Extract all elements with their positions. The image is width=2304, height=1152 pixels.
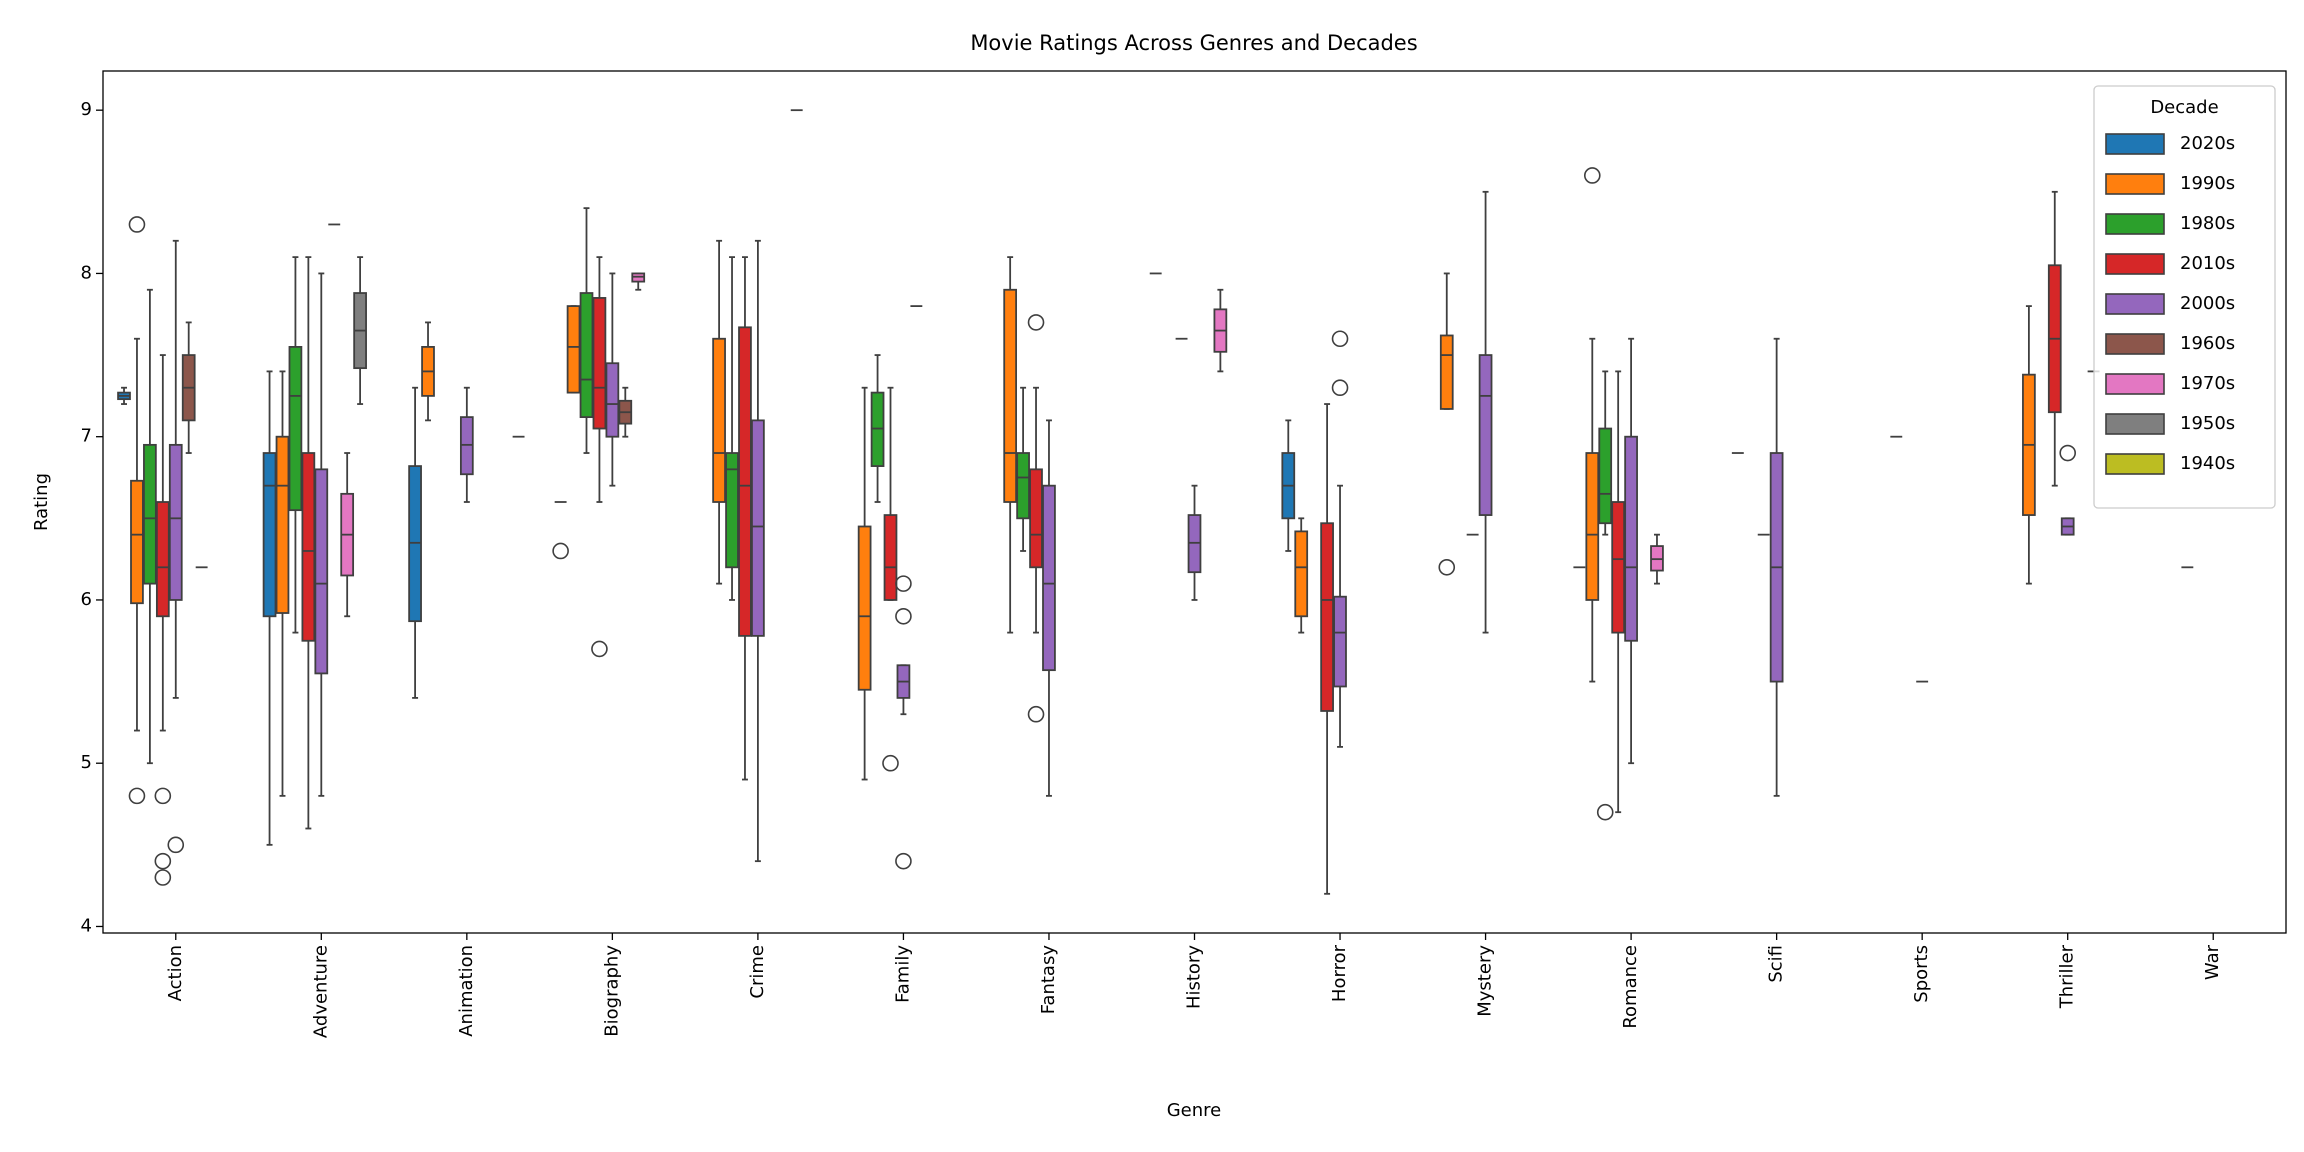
box: [857, 525, 872, 691]
box: [712, 337, 726, 503]
x-tick-label: Scifi: [1766, 945, 1787, 983]
legend-swatch: [2105, 373, 2165, 395]
outlier: [895, 852, 912, 870]
box: [168, 443, 183, 601]
box: [1320, 522, 1334, 712]
box: [1333, 595, 1347, 688]
outlier: [1583, 167, 1601, 184]
box: [262, 452, 277, 618]
legend-swatch: [2105, 413, 2165, 435]
outlier: [1331, 379, 1349, 397]
outlier: [128, 216, 146, 233]
y-axis-label: Rating: [31, 473, 52, 531]
outlier: [1331, 330, 1349, 348]
y-tick-label: 5: [81, 752, 92, 773]
x-tick-label: Crime: [747, 945, 768, 999]
x-tick-label: War: [2202, 944, 2223, 980]
box: [579, 292, 594, 419]
plot-frame: [102, 70, 2287, 934]
box: [751, 419, 765, 637]
x-tick-label: Thriller: [2057, 944, 2078, 1009]
legend-label: 1990s: [2180, 173, 2235, 194]
y-tick-label: 7: [81, 426, 92, 447]
legend-label: 1960s: [2180, 333, 2235, 354]
box: [1003, 288, 1018, 503]
outlier: [167, 836, 185, 854]
outlier: [2059, 444, 2076, 462]
outlier: [895, 607, 912, 625]
outlier: [154, 852, 172, 870]
x-tick-label: Mystery: [1475, 945, 1496, 1017]
outlier: [895, 575, 912, 592]
x-tick-label: History: [1184, 945, 1205, 1009]
outlier: [1596, 803, 1614, 821]
y-tick-label: 9: [81, 99, 92, 120]
y-tick-label: 6: [81, 589, 92, 610]
x-tick-label: Horror: [1329, 944, 1350, 1002]
outlier: [154, 787, 172, 805]
box: [566, 305, 581, 394]
box: [314, 468, 329, 675]
box: [143, 443, 157, 585]
legend-label: 1950s: [2180, 413, 2235, 434]
x-tick-label: Animation: [456, 945, 477, 1037]
y-tick-label: 4: [81, 915, 92, 936]
legend-label: 1980s: [2180, 213, 2235, 234]
outlier: [552, 542, 569, 560]
y-tick-label: 8: [81, 262, 92, 283]
x-tick-label: Fantasy: [1038, 945, 1059, 1015]
outlier: [154, 869, 172, 886]
box: [155, 501, 170, 618]
x-tick-label: Adventure: [310, 945, 331, 1038]
legend: Decade 2020s 1990s 1980s 2010s 2000s 1960s 1970…: [2093, 85, 2276, 509]
box: [301, 452, 316, 642]
outlier: [1027, 705, 1045, 723]
box: [1016, 452, 1030, 520]
box: [1624, 435, 1638, 642]
outlier: [882, 754, 899, 772]
outlier: [128, 787, 146, 805]
legend-swatch: [2105, 333, 2165, 355]
x-tick-label: Family: [892, 945, 913, 1003]
x-tick-label: Sports: [1911, 945, 1932, 1003]
outlier: [591, 640, 608, 658]
box: [130, 479, 144, 605]
box: [605, 362, 620, 438]
legend-label: 1970s: [2180, 373, 2235, 394]
box: [1439, 334, 1454, 410]
x-tick-label: Romance: [1620, 945, 1641, 1029]
outlier: [1438, 559, 1456, 576]
box: [1598, 427, 1613, 525]
box: [883, 514, 898, 601]
box: [1042, 484, 1056, 672]
legend-swatch: [2105, 173, 2165, 195]
box: [288, 346, 303, 512]
legend-swatch: [2105, 453, 2165, 475]
outlier: [1027, 314, 1045, 331]
legend-label: 2020s: [2180, 133, 2235, 154]
chart-title: Movie Ratings Across Genres and Decades: [970, 31, 1417, 55]
legend-swatch: [2105, 253, 2165, 275]
legend-swatch: [2105, 133, 2165, 155]
x-axis-label: Genre: [1167, 1100, 1222, 1121]
box: [1478, 354, 1493, 516]
legend-swatch: [2105, 293, 2165, 315]
box: [1585, 452, 1600, 601]
x-tick-label: Biography: [601, 945, 622, 1037]
box: [738, 326, 752, 637]
legend-label: 1940s: [2180, 453, 2235, 474]
box: [725, 452, 739, 569]
legend-swatch: [2105, 213, 2165, 235]
x-tick-label: Action: [165, 945, 186, 1001]
box: [275, 435, 290, 614]
box: [592, 297, 607, 430]
legend-label: 2000s: [2180, 293, 2235, 314]
box: [1029, 468, 1043, 569]
box: [1294, 530, 1309, 618]
box: [1611, 501, 1626, 634]
legend-title: Decade: [2150, 97, 2218, 118]
legend-label: 2010s: [2180, 253, 2235, 274]
